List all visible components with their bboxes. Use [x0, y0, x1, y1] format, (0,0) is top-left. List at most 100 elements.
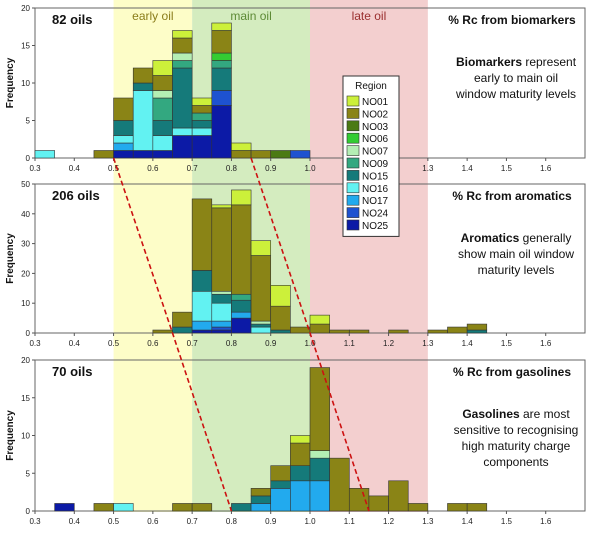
x-tick-label: 1.6	[540, 164, 552, 173]
bar-segment-no17	[290, 480, 311, 512]
bar-segment-no02	[93, 503, 114, 512]
y-tick-label: 40	[21, 210, 30, 219]
y-tick-label: 5	[26, 469, 31, 478]
y-tick-label: 15	[21, 42, 30, 51]
legend: RegionNO01NO02NO03NO06NO07NO09NO15NO16NO…	[342, 75, 400, 237]
bar-segment-no07	[172, 52, 193, 61]
legend-swatch	[346, 207, 360, 218]
y-tick-label: 10	[21, 299, 30, 308]
y-axis-label: Frequency	[5, 410, 16, 461]
panel-note-line: Gasolines are most	[462, 407, 570, 421]
x-tick-label: 1.2	[383, 339, 395, 348]
bar-segment-no01	[172, 30, 193, 39]
legend-item: NO07	[362, 147, 389, 158]
bar-segment-no02	[250, 255, 272, 322]
x-tick-label: 0.3	[29, 164, 41, 173]
bar-segment-no15	[113, 120, 134, 136]
bar-segment-no15	[152, 120, 173, 136]
x-tick-label: 1.3	[422, 517, 434, 526]
x-tick-label: 0.8	[226, 164, 238, 173]
x-tick-label: 1.0	[304, 164, 316, 173]
bar-segment-no16	[191, 127, 213, 136]
panel-note-line: Biomarkers represent	[456, 55, 577, 69]
bar-segment-no25	[132, 150, 154, 159]
x-tick-label: 0.9	[265, 164, 277, 173]
x-tick-label: 0.7	[187, 164, 199, 173]
legend-swatch	[346, 145, 360, 156]
legend-swatch	[346, 95, 360, 107]
x-tick-label: 0.9	[265, 517, 277, 526]
bar-segment-no15	[290, 465, 311, 482]
x-tick-label: 0.4	[69, 517, 81, 526]
x-tick-label: 1.4	[462, 517, 474, 526]
bar-segment-no25	[172, 135, 193, 159]
bar-segment-no24	[211, 90, 232, 106]
x-tick-label: 1.3	[422, 164, 434, 173]
bar-segment-no15	[309, 457, 330, 482]
bar-segment-no25	[191, 135, 213, 159]
bar-segment-no24	[211, 326, 232, 331]
panel-note-line: maturity levels	[478, 263, 555, 277]
bar-segment-no02	[388, 480, 409, 512]
y-tick-label: 50	[21, 180, 30, 189]
bar-segment-no02	[191, 503, 213, 512]
x-tick-label: 0.5	[108, 164, 120, 173]
bar-segment-no02	[93, 150, 114, 159]
legend-item: NO24	[362, 209, 389, 220]
bar-segment-no15	[172, 326, 193, 334]
legend-swatch	[346, 194, 360, 206]
panel-count-label: 82 oils	[52, 12, 92, 27]
panel-note-bold: Aromatics	[461, 231, 520, 245]
bar-segment-no15	[132, 82, 154, 91]
bar-segment-no16	[113, 503, 134, 512]
bar-segment-no01	[290, 435, 311, 444]
bar-segment-no15	[231, 299, 252, 313]
y-tick-label: 0	[26, 507, 31, 516]
bar-segment-no02	[407, 503, 429, 512]
bar-segment-no02	[172, 311, 193, 328]
bar-segment-no02	[231, 150, 252, 159]
legend-item: NO06	[362, 134, 389, 145]
legend-swatch	[346, 182, 360, 194]
bar-segment-no25	[211, 329, 232, 334]
legend-item: NO01	[362, 97, 389, 108]
x-tick-label: 1.5	[501, 164, 513, 173]
bar-segment-no02	[231, 204, 252, 295]
bar-segment-no15	[211, 67, 232, 91]
panel-2: 0 10 20 30 40 50 Frequency 0.3 0.4 0.5 0.6 0.7 0.8 0.…	[5, 180, 586, 348]
bar-segment-no02	[152, 329, 173, 334]
bar-segment-no02	[211, 207, 232, 292]
bar-segment-no02	[466, 503, 488, 512]
bar-segment-no09	[152, 97, 173, 121]
bar-segment-no15	[466, 329, 488, 334]
bar-segment-no07	[211, 290, 232, 295]
y-tick-label: 0	[26, 329, 31, 338]
bar-segment-no15	[191, 270, 213, 292]
bar-segment-no15	[250, 495, 272, 504]
bar-segment-no01	[231, 189, 252, 206]
y-tick-label: 15	[21, 394, 30, 403]
bar-segment-no25	[191, 329, 213, 334]
legend-item: NO03	[362, 122, 389, 133]
bar-segment-no02	[270, 465, 291, 482]
bar-segment-no15	[270, 329, 291, 334]
legend-swatch	[346, 120, 360, 132]
legend-swatch	[346, 108, 360, 119]
y-tick-label: 10	[21, 432, 30, 441]
x-tick-label: 0.5	[108, 339, 120, 348]
x-tick-label: 1.2	[383, 517, 395, 526]
y-axis-label: Frequency	[5, 57, 16, 108]
x-tick-label: 1.0	[304, 339, 316, 348]
bar-segment-no02	[113, 97, 134, 121]
legend-item: NO17	[362, 196, 389, 207]
bar-segment-no17	[211, 320, 232, 328]
bar-segment-no07	[250, 320, 272, 325]
panel-title: % Rc from gasolines	[453, 365, 571, 379]
bar-segment-no17	[113, 142, 134, 151]
trend-line	[250, 157, 370, 512]
x-tick-label: 1.5	[501, 517, 513, 526]
bar-segment-no09	[211, 60, 232, 69]
x-tick-label: 0.6	[147, 164, 159, 173]
panel-note-line: window maturity levels	[455, 87, 576, 101]
